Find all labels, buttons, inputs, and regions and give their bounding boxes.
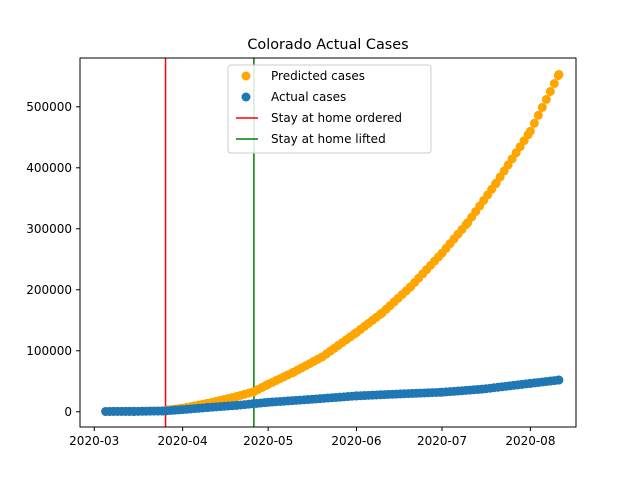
x-tick-label: 2020-06 <box>331 434 381 448</box>
legend-box <box>227 64 432 154</box>
series-0-point <box>541 94 551 104</box>
series-0-point <box>554 69 564 79</box>
series-0-point <box>533 110 543 120</box>
x-tick-label: 2020-04 <box>158 434 208 448</box>
x-tick-label: 2020-08 <box>505 434 555 448</box>
series-0-point <box>549 79 559 89</box>
series-0-point <box>537 102 547 112</box>
legend: Predicted cases Actual cases Stay at home … <box>227 64 432 154</box>
y-tick-label: 0 <box>64 405 72 419</box>
legend-label-2: Stay at home ordered <box>271 111 402 125</box>
axes: 2020-03 2020-04 2020-05 2020-06 2020-07 2020-… <box>26 57 577 448</box>
y-tick-label: 500000 <box>26 100 72 114</box>
series-0-point <box>545 86 555 96</box>
legend-label-1: Actual cases <box>271 90 346 104</box>
legend-marker-1 <box>241 92 251 102</box>
legend-label-3: Stay at home lifted <box>271 132 386 146</box>
y-tick-label: 300000 <box>26 222 72 236</box>
x-tick-label: 2020-07 <box>417 434 467 448</box>
y-tick-label: 200000 <box>26 283 72 297</box>
legend-label-0: Predicted cases <box>271 69 365 83</box>
x-tick-label: 2020-05 <box>243 434 293 448</box>
series-0-point <box>525 126 535 136</box>
chart-title: Colorado Actual Cases <box>247 37 408 53</box>
y-tick-label: 400000 <box>26 161 72 175</box>
legend-marker-0 <box>241 71 251 81</box>
x-tick-label: 2020-03 <box>69 434 119 448</box>
y-tick-label: 100000 <box>26 344 72 358</box>
plot-area <box>101 58 564 427</box>
series-0-point <box>529 118 539 128</box>
series-1-point <box>554 375 564 385</box>
axes-frame <box>79 57 577 428</box>
